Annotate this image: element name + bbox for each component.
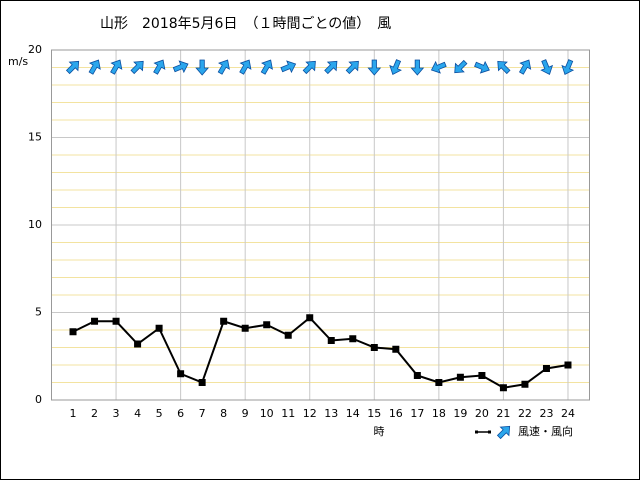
point xyxy=(435,379,443,386)
point xyxy=(413,372,421,379)
wind-arrow xyxy=(153,59,166,75)
point xyxy=(155,324,163,332)
plot-frame xyxy=(51,49,590,401)
wind-arrow xyxy=(280,60,297,74)
x-tick-label: 6 xyxy=(177,407,184,420)
point xyxy=(306,314,314,322)
wind-arrow xyxy=(130,60,144,75)
wind-arrow xyxy=(195,59,210,76)
y-tick-label: 5 xyxy=(35,306,42,319)
legend-marker xyxy=(475,430,478,434)
x-tick-label: 3 xyxy=(113,407,120,420)
point xyxy=(220,317,228,325)
wind-arrow xyxy=(518,59,532,75)
wind-arrow xyxy=(239,59,252,75)
wind-arrow xyxy=(410,59,425,76)
point xyxy=(392,345,400,353)
legend-arrow xyxy=(496,425,511,440)
legend: 風速・風向 xyxy=(475,424,573,440)
x-tick-label: 13 xyxy=(324,407,338,420)
wind-arrow xyxy=(217,59,230,75)
point xyxy=(284,331,292,339)
wind-arrow xyxy=(110,59,123,75)
x-tick-label: 20 xyxy=(475,407,489,420)
point xyxy=(521,380,529,388)
x-tick-label: 21 xyxy=(496,407,510,420)
line xyxy=(72,316,569,389)
wind-arrow xyxy=(389,59,402,75)
marks xyxy=(65,59,575,392)
x-tick-label: 2 xyxy=(91,407,98,420)
point xyxy=(370,344,378,351)
wind-arrow xyxy=(540,59,554,75)
y-tick-label: 15 xyxy=(28,131,42,144)
legend-marker xyxy=(488,430,491,434)
y-axis-label: m/s xyxy=(8,55,28,68)
point xyxy=(564,361,572,369)
x-tick-label: 4 xyxy=(134,407,141,420)
wind-arrow xyxy=(430,60,447,74)
point xyxy=(349,335,357,343)
x-tick-label: 23 xyxy=(539,407,553,420)
x-tick-label: 5 xyxy=(156,407,163,420)
point xyxy=(134,340,142,348)
x-tick-label: 7 xyxy=(199,407,206,420)
y-tick-label: 10 xyxy=(28,218,42,231)
x-tick-label: 15 xyxy=(367,407,381,420)
point xyxy=(177,370,185,378)
point xyxy=(542,365,550,372)
point xyxy=(112,317,120,325)
x-tick-label: 9 xyxy=(242,407,249,420)
wind-arrow xyxy=(345,60,359,75)
wind-arrow xyxy=(454,59,468,74)
point xyxy=(499,384,507,392)
wind-arrow xyxy=(474,60,490,74)
x-tick-label: 1 xyxy=(70,407,77,420)
x-tick-label: 8 xyxy=(220,407,227,420)
point xyxy=(198,379,206,386)
wind-arrow xyxy=(172,60,189,74)
x-tick-label: 11 xyxy=(281,407,295,420)
y-tick-label: 20 xyxy=(28,43,42,56)
wind-arrow xyxy=(260,59,273,75)
wind-arrow xyxy=(367,59,382,76)
x-tick-label: 12 xyxy=(303,407,317,420)
point xyxy=(478,372,486,379)
chart-title: 山形 2018年5月6日 （１時間ごとの値） 風 xyxy=(100,16,391,32)
point xyxy=(456,373,464,381)
point xyxy=(241,324,249,332)
wind-arrow xyxy=(302,60,316,75)
wind-arrow xyxy=(324,60,338,75)
x-tick-label: 18 xyxy=(432,407,446,420)
x-axis-label: 時 xyxy=(374,425,385,438)
wind-arrow xyxy=(497,60,511,75)
point xyxy=(91,317,99,325)
wind-arrow xyxy=(88,59,101,75)
point xyxy=(69,328,77,336)
x-tick-label: 10 xyxy=(260,407,274,420)
x-tick-label: 17 xyxy=(410,407,424,420)
x-tick-label: 22 xyxy=(518,407,532,420)
y-tick-label: 0 xyxy=(35,393,42,406)
point xyxy=(327,337,335,344)
x-tick-label: 24 xyxy=(561,407,575,420)
wind-arrow xyxy=(561,59,575,75)
legend-label: 風速・風向 xyxy=(518,424,573,438)
x-tick-label: 19 xyxy=(453,407,467,420)
x-tick-label: 14 xyxy=(346,407,360,420)
wind-arrow xyxy=(65,60,80,75)
point xyxy=(263,321,271,329)
x-tick-label: 16 xyxy=(389,407,403,420)
